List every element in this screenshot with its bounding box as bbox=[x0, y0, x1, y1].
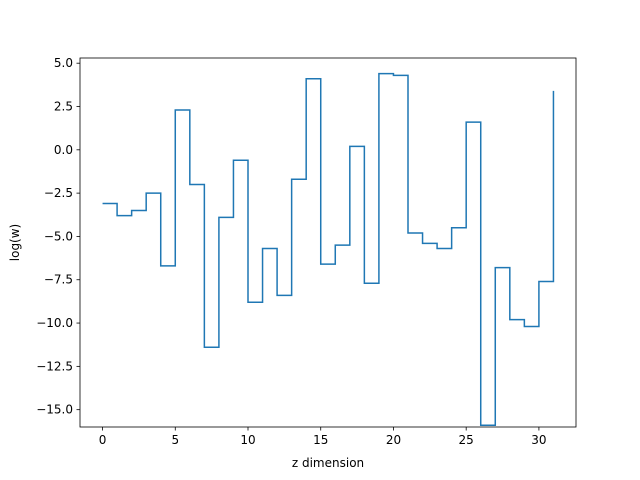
x-tick-label: 25 bbox=[459, 433, 474, 447]
x-tick-label: 15 bbox=[313, 433, 328, 447]
y-tick-label: 0.0 bbox=[54, 143, 73, 157]
plot-area bbox=[79, 57, 577, 428]
series-step-line bbox=[102, 72, 555, 427]
x-axis-ticks: 0 5 10 15 20 25 30 bbox=[99, 427, 547, 447]
y-tick-label: −5.0 bbox=[44, 229, 73, 243]
y-tick-label: 5.0 bbox=[54, 56, 73, 70]
y-tick-label: −10.0 bbox=[36, 316, 73, 330]
x-axis-label: z dimension bbox=[292, 456, 364, 470]
y-tick-label: −2.5 bbox=[44, 186, 73, 200]
y-tick-label: −15.0 bbox=[36, 403, 73, 417]
y-tick-label: 2.5 bbox=[54, 100, 73, 114]
axes-frame bbox=[79, 57, 577, 428]
x-tick-label: 0 bbox=[99, 433, 107, 447]
x-tick-label: 5 bbox=[171, 433, 179, 447]
x-tick-label: 10 bbox=[240, 433, 255, 447]
y-tick-label: −12.5 bbox=[36, 359, 73, 373]
x-tick-label: 30 bbox=[531, 433, 546, 447]
x-tick-label: 20 bbox=[386, 433, 401, 447]
y-axis-ticks: −15.0 −12.5 −10.0 −7.5 −5.0 −2.5 0.0 2.5 5.0 bbox=[36, 56, 80, 417]
y-tick-label: −7.5 bbox=[44, 273, 73, 287]
y-axis-label: log(w) bbox=[8, 224, 22, 261]
